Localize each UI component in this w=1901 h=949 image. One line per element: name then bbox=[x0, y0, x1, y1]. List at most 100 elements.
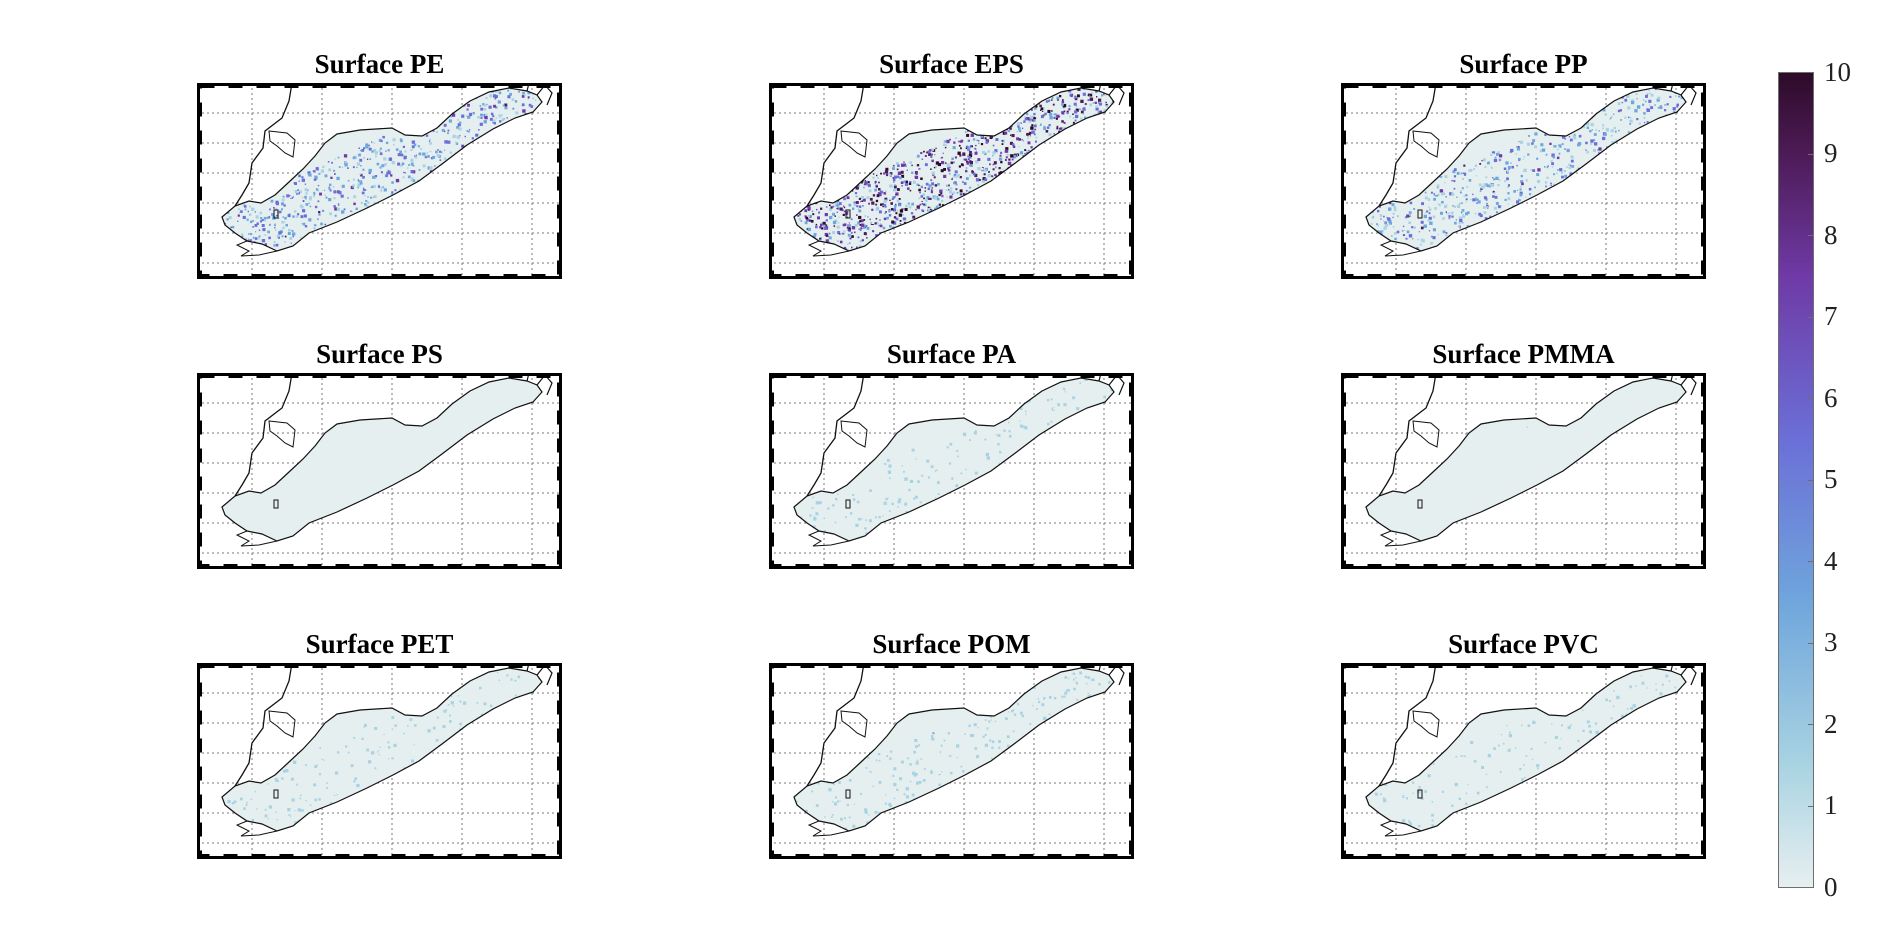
concentration-cell bbox=[845, 823, 848, 825]
concentration-cell bbox=[1409, 213, 1411, 216]
concentration-cell bbox=[827, 801, 831, 804]
concentration-cell bbox=[1652, 138, 1655, 141]
concentration-cell bbox=[482, 90, 485, 93]
concentration-cell bbox=[1665, 133, 1667, 135]
concentration-cell bbox=[1007, 695, 1010, 699]
concentration-cell bbox=[1516, 146, 1518, 148]
concentration-cell bbox=[800, 256, 802, 258]
concentration-cell bbox=[1017, 703, 1020, 706]
concentration-cell bbox=[947, 454, 949, 456]
concentration-cell bbox=[459, 700, 462, 703]
concentration-cell bbox=[943, 739, 946, 742]
concentration-cell bbox=[1390, 515, 1395, 519]
concentration-cell bbox=[999, 733, 1001, 735]
concentration-cell bbox=[384, 468, 387, 471]
concentration-cell bbox=[1007, 743, 1009, 746]
concentration-cell bbox=[266, 526, 269, 529]
concentration-cell bbox=[991, 182, 995, 185]
concentration-cell bbox=[1084, 378, 1088, 381]
concentration-cell bbox=[506, 671, 508, 674]
concentration-cell bbox=[1392, 555, 1395, 558]
concentration-cell bbox=[1646, 121, 1649, 123]
concentration-cell bbox=[487, 149, 490, 153]
concentration-cell bbox=[342, 774, 346, 778]
concentration-cell bbox=[1528, 187, 1532, 191]
concentration-cell bbox=[538, 129, 540, 131]
concentration-cell bbox=[1072, 129, 1074, 131]
concentration-cell bbox=[1411, 256, 1414, 259]
concentration-cell bbox=[981, 167, 984, 171]
concentration-cell bbox=[321, 209, 325, 212]
concentration-cell bbox=[477, 116, 480, 119]
concentration-cell bbox=[380, 171, 383, 174]
concentration-cell bbox=[1433, 526, 1436, 529]
concentration-cell bbox=[334, 214, 337, 217]
concentration-cell bbox=[1592, 169, 1595, 173]
concentration-cell bbox=[506, 674, 509, 677]
concentration-cell bbox=[394, 196, 398, 200]
concentration-cell bbox=[392, 487, 395, 489]
concentration-cell bbox=[1495, 162, 1499, 166]
concentration-cell bbox=[858, 521, 862, 525]
concentration-cell bbox=[1511, 471, 1515, 475]
concentration-cell bbox=[405, 467, 409, 471]
concentration-cell bbox=[1590, 139, 1594, 143]
concentration-cell bbox=[1584, 175, 1587, 178]
concentration-cell bbox=[291, 534, 293, 537]
concentration-cell bbox=[436, 131, 438, 133]
concentration-cell bbox=[384, 437, 386, 439]
concentration-cell bbox=[262, 520, 265, 523]
concentration-cell bbox=[486, 154, 489, 157]
concentration-cell bbox=[1073, 687, 1076, 691]
concentration-cell bbox=[1068, 108, 1071, 111]
concentration-cell bbox=[339, 760, 342, 762]
concentration-cell bbox=[519, 120, 522, 124]
concentration-cell bbox=[1614, 151, 1617, 154]
concentration-cell bbox=[924, 216, 926, 218]
concentration-cell bbox=[1474, 228, 1477, 232]
concentration-cell bbox=[1058, 153, 1062, 158]
concentration-cell bbox=[1084, 424, 1087, 427]
concentration-cell bbox=[377, 184, 380, 187]
concentration-cell bbox=[309, 487, 311, 489]
concentration-cell bbox=[1452, 173, 1454, 175]
concentration-cell bbox=[340, 162, 344, 166]
concentration-cell bbox=[1561, 135, 1566, 139]
concentration-cell bbox=[823, 227, 827, 230]
concentration-cell bbox=[426, 152, 429, 154]
concentration-cell bbox=[953, 174, 957, 177]
concentration-cell bbox=[439, 464, 443, 468]
concentration-cell bbox=[946, 446, 949, 449]
concentration-cell bbox=[1034, 107, 1037, 110]
concentration-cell bbox=[1611, 157, 1613, 159]
concentration-cell bbox=[903, 163, 907, 167]
concentration-cell bbox=[895, 217, 899, 221]
concentration-cell bbox=[936, 776, 939, 779]
concentration-cell bbox=[805, 216, 809, 220]
concentration-cell bbox=[498, 91, 502, 95]
concentration-cell bbox=[412, 147, 414, 150]
concentration-cell bbox=[1371, 249, 1373, 251]
concentration-cell bbox=[1460, 211, 1463, 214]
concentration-cell bbox=[351, 474, 355, 478]
concentration-cell bbox=[267, 230, 270, 234]
concentration-cell bbox=[348, 454, 350, 457]
concentration-cell bbox=[956, 192, 959, 194]
concentration-cell bbox=[1593, 133, 1597, 136]
concentration-cell bbox=[355, 214, 359, 218]
concentration-cell bbox=[1423, 214, 1427, 219]
concentration-cell bbox=[1408, 234, 1413, 238]
map-neatline bbox=[771, 375, 1132, 567]
concentration-cell bbox=[1505, 161, 1509, 165]
concentration-cell bbox=[851, 226, 856, 230]
concentration-cell bbox=[1590, 122, 1594, 126]
concentration-cell bbox=[1657, 107, 1660, 109]
concentration-cell bbox=[1388, 207, 1392, 211]
concentration-cell bbox=[449, 714, 451, 717]
concentration-cell bbox=[443, 173, 446, 176]
concentration-cell bbox=[1037, 429, 1040, 432]
concentration-cell bbox=[855, 195, 858, 198]
concentration-cell bbox=[1444, 181, 1446, 184]
concentration-cell bbox=[430, 157, 434, 160]
concentration-cell bbox=[838, 791, 841, 794]
